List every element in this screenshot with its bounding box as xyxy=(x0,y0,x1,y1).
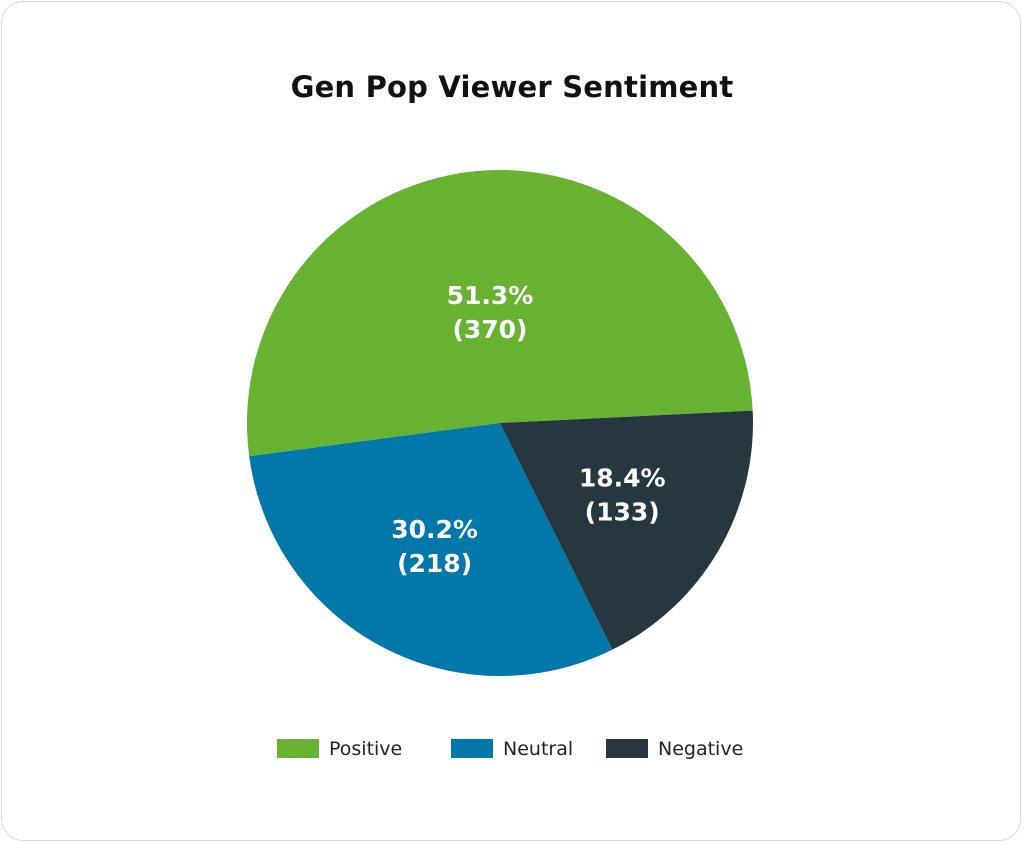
legend: Positive Neutral Negative xyxy=(0,736,1024,766)
legend-label-negative: Negative xyxy=(658,738,744,760)
pie-labels: 51.3% (370) 30.2% (218) 18.4% (133) xyxy=(391,281,665,578)
legend-label-positive: Positive xyxy=(329,738,403,760)
pie-slice-neutral xyxy=(249,423,613,676)
legend-label-neutral: Neutral xyxy=(503,738,574,760)
chart-title: Gen Pop Viewer Sentiment xyxy=(290,70,734,104)
slice-count-label-negative: (133) xyxy=(585,498,660,527)
slice-count-label-positive: (370) xyxy=(452,315,527,344)
pie-slice-positive xyxy=(246,169,753,457)
pie-slice-negative xyxy=(500,410,753,650)
pie-slices xyxy=(246,169,753,676)
slice-percent-label-neutral: 30.2% xyxy=(391,515,478,544)
legend-swatch-neutral xyxy=(451,739,493,758)
slice-percent-label-positive: 51.3% xyxy=(447,281,534,310)
legend-swatch-negative xyxy=(606,739,648,758)
slice-count-label-neutral: (218) xyxy=(397,549,472,578)
legend-swatch-positive xyxy=(277,739,319,758)
slice-percent-label-negative: 18.4% xyxy=(579,464,666,493)
